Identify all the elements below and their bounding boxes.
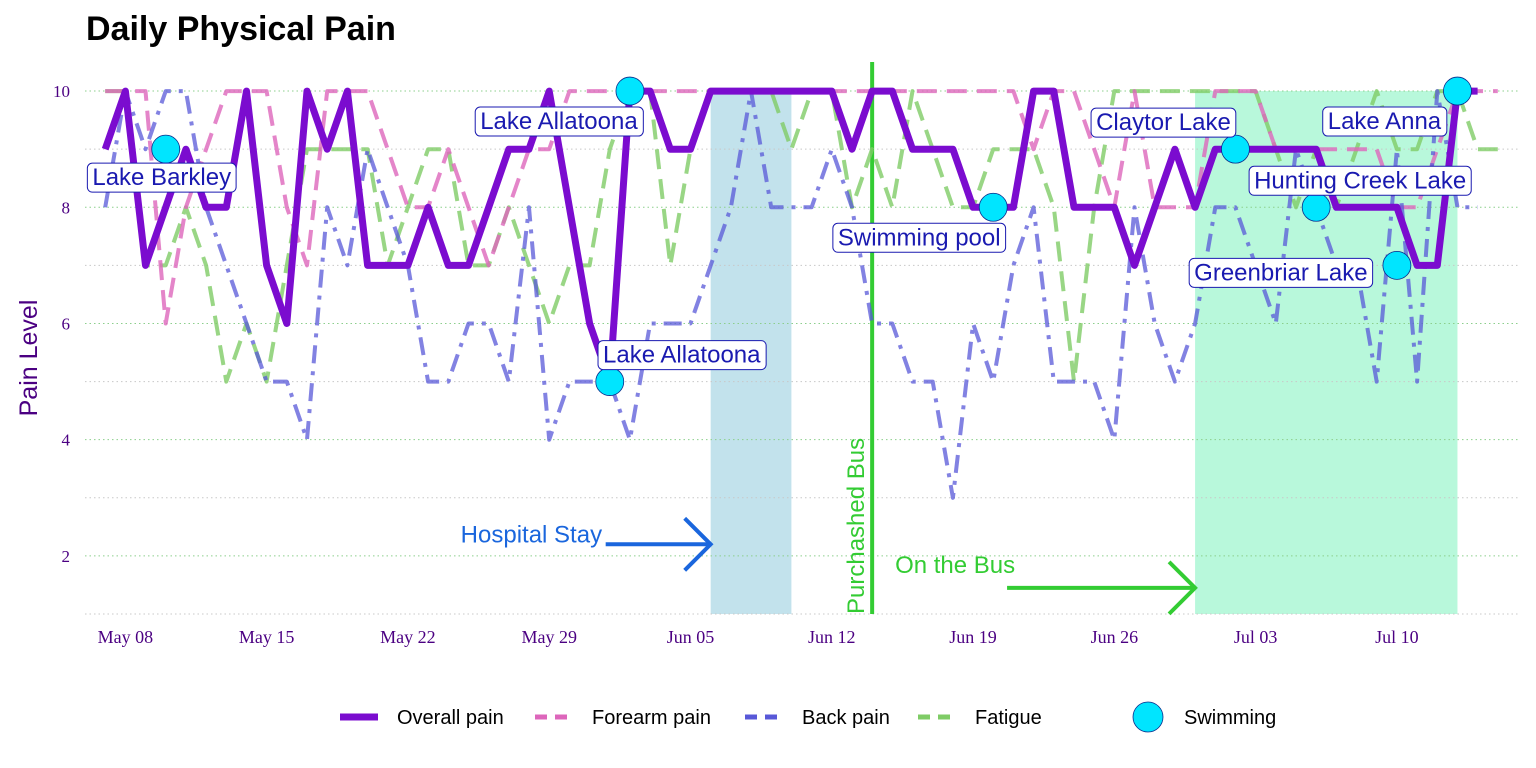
- swimming-label: Lake Allatoona: [475, 107, 643, 136]
- x-tick-label: May 29: [521, 627, 577, 647]
- lake-label-text: Greenbriar Lake: [1194, 259, 1367, 286]
- x-tick-label: Jun 12: [808, 627, 856, 647]
- lake-label-text: Lake Anna: [1328, 108, 1442, 135]
- lake-label-text: Lake Allatoona: [480, 108, 638, 135]
- x-tick-label: May 08: [98, 627, 154, 647]
- swimming-label: Lake Anna: [1323, 107, 1447, 136]
- x-tick-label: Jul 10: [1375, 627, 1419, 647]
- annotation-arrows: Hospital Stay On the Bus: [461, 518, 1195, 614]
- swimming-label: Swimming pool: [833, 223, 1006, 252]
- legend-swatch: [1133, 702, 1163, 732]
- legend-label: Fatigue: [975, 707, 1042, 729]
- y-tick-label: 2: [62, 547, 71, 566]
- lake-label-text: Swimming pool: [838, 224, 1001, 251]
- x-tick-label: Jul 03: [1234, 627, 1278, 647]
- purchased-bus-label: Purchashed Bus: [843, 438, 870, 614]
- legend: Overall pain Forearm pain Back pain Fatigue…: [340, 702, 1276, 732]
- lake-label-text: Lake Barkley: [92, 164, 231, 191]
- y-tick-label: 8: [62, 198, 71, 217]
- legend-label: Overall pain: [397, 707, 504, 729]
- swimming-point: [1302, 193, 1330, 221]
- swimming-point: [152, 135, 180, 163]
- swimming-point: [1443, 77, 1471, 105]
- swimming-label: Claytor Lake: [1091, 108, 1236, 137]
- swimming-label: Lake Allatoona: [598, 341, 766, 370]
- lake-label-text: Hunting Creek Lake: [1254, 167, 1466, 194]
- swimming-point: [616, 77, 644, 105]
- y-tick-label: 10: [53, 82, 70, 101]
- x-tick-label: Jun 05: [667, 627, 715, 647]
- x-tick-label: May 22: [380, 627, 436, 647]
- swimming-point: [1221, 135, 1249, 163]
- legend-label: Forearm pain: [592, 707, 711, 729]
- y-tick-label: 4: [62, 431, 71, 450]
- hospital-stay-label: Hospital Stay: [461, 521, 602, 548]
- x-tick-label: Jun 19: [949, 627, 997, 647]
- legend-label: Back pain: [802, 707, 890, 729]
- x-tick-label: May 15: [239, 627, 295, 647]
- swimming-label: Greenbriar Lake: [1189, 258, 1372, 287]
- swimming-point: [596, 368, 624, 396]
- y-tick-label: 6: [62, 314, 71, 333]
- lake-label-text: Claytor Lake: [1096, 109, 1231, 136]
- x-tick-label: Jun 26: [1091, 627, 1139, 647]
- swimming-point: [979, 193, 1007, 221]
- lake-label-text: Lake Allatoona: [603, 342, 761, 369]
- on-the-bus-label: On the Bus: [895, 552, 1015, 579]
- swimming-point: [1383, 251, 1411, 279]
- y-axis-label: Pain Level: [15, 300, 43, 417]
- legend-label: Swimming: [1184, 707, 1276, 729]
- swimming-label: Lake Barkley: [87, 163, 236, 192]
- swimming-label: Hunting Creek Lake: [1249, 166, 1471, 195]
